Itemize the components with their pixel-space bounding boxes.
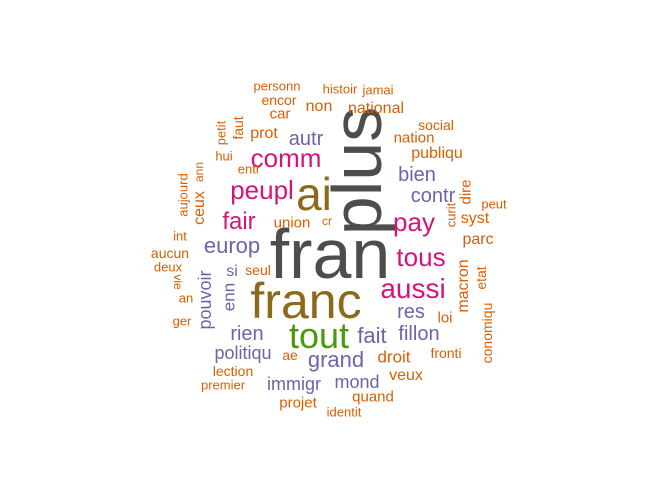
word-tout: tout <box>288 315 350 356</box>
word-aussi: aussi <box>380 273 446 304</box>
word-fronti: fronti <box>430 345 462 361</box>
word-quand: quand <box>352 388 394 406</box>
word-aujourd: aujourd <box>175 173 191 217</box>
word-curit: curit <box>443 202 459 228</box>
word-macron: macron <box>455 259 472 313</box>
word-cr: cr <box>322 214 332 228</box>
word-ai: ai <box>296 168 332 220</box>
word-fillon: fillon <box>398 323 440 345</box>
word-histoir: histoir <box>322 81 358 97</box>
word-union: union <box>273 214 311 232</box>
word-fait: fait <box>357 323 387 348</box>
word-peut: peut <box>481 196 507 212</box>
word-mond: mond <box>334 372 380 392</box>
word-europ: europ <box>203 233 261 258</box>
word-vie: vie <box>171 274 185 290</box>
word-publiqu: publiqu <box>411 145 463 162</box>
word-projet: projet <box>279 394 317 412</box>
word-seul: seul <box>245 262 271 278</box>
word-deux: deux <box>153 259 183 275</box>
word-ae: ae <box>282 347 298 363</box>
word-encor: encor <box>261 92 297 108</box>
word-politiqu: politiqu <box>214 343 272 363</box>
word-comm: comm <box>250 143 322 173</box>
word-aucun: aucun <box>150 245 190 261</box>
word-grand: grand <box>307 347 365 372</box>
word-social: social <box>418 117 454 133</box>
word-immigr: immigr <box>267 374 321 394</box>
word-rien: rien <box>230 323 264 345</box>
word-int: int <box>173 228 187 244</box>
word-etat: etat <box>473 266 489 290</box>
word-hui: hui <box>215 148 233 164</box>
word-non: non <box>305 98 333 115</box>
word-car: car <box>269 105 291 123</box>
word-fair: fair <box>222 208 256 235</box>
word-premier: premier <box>200 377 246 393</box>
word-pay: pay <box>393 207 435 237</box>
word-dire: dire <box>457 179 475 205</box>
word-faut: faut <box>230 116 246 140</box>
word-contr: contr <box>410 185 456 207</box>
word-enn: enn <box>219 282 239 312</box>
word-personn: personn <box>253 78 301 94</box>
word-ann: ann <box>192 161 206 183</box>
word-conomiqu: conomiqu <box>479 302 495 364</box>
word-national: national <box>347 100 405 117</box>
word-lection: lection <box>212 363 254 379</box>
word-entr: entr <box>237 161 261 177</box>
word-an: an <box>178 290 194 306</box>
word-syst: syst <box>460 210 490 227</box>
word-tous: tous <box>396 242 446 272</box>
word-veux: veux <box>389 367 423 384</box>
word-si: si <box>226 263 238 280</box>
word-identit: identit <box>326 404 362 420</box>
word-loi: loi <box>437 309 453 327</box>
word-jamai: jamai <box>362 82 394 98</box>
word-bien: bien <box>398 164 436 186</box>
word-pouvoir: pouvoir <box>195 270 215 330</box>
word-peupl: peupl <box>230 175 294 205</box>
word-petit: petit <box>213 120 229 146</box>
word-ceux: ceux <box>191 191 208 225</box>
word-nation: nation <box>393 129 435 147</box>
word-ger: ger <box>172 313 192 329</box>
word-fran: fran <box>269 215 391 293</box>
word-parc: parc <box>462 231 494 248</box>
word-droit: droit <box>377 347 411 367</box>
word-prot: prot <box>250 125 278 142</box>
word-franc: franc <box>250 273 362 329</box>
word-res: res <box>397 301 425 323</box>
word-autr: autr <box>288 128 324 150</box>
